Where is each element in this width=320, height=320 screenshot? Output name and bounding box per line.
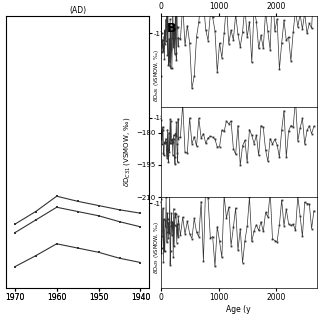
Y-axis label: $\delta$D$_{C31}$ (VSMOW, ‰): $\delta$D$_{C31}$ (VSMOW, ‰) [122,117,132,187]
Text: $\delta$D$_{n29}$ (VSMOW, ‰): $\delta$D$_{n29}$ (VSMOW, ‰) [152,221,161,274]
X-axis label: Age (y: Age (y [227,305,251,314]
Text: B: B [167,22,177,35]
Text: $\delta$D$_{n26}$ (VSMOW, ‰): $\delta$D$_{n26}$ (VSMOW, ‰) [152,49,161,102]
X-axis label: (AD): (AD) [69,6,86,15]
